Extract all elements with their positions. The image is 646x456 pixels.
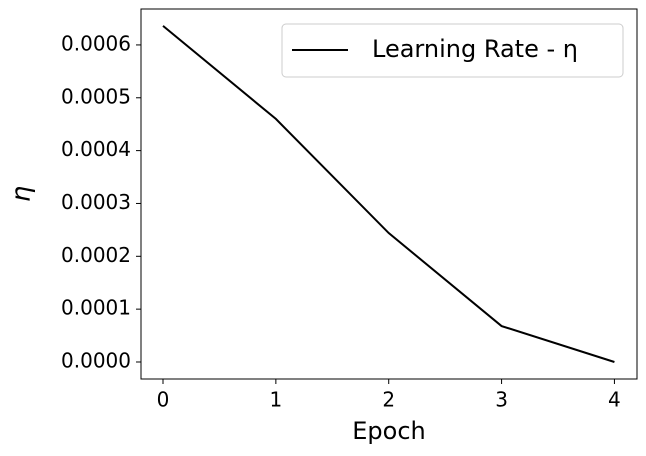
legend-label: Learning Rate - η bbox=[372, 35, 578, 63]
y-tick-label: 0.0003 bbox=[61, 190, 131, 214]
x-tick-label: 1 bbox=[269, 388, 282, 412]
y-axis-label: η bbox=[7, 186, 37, 202]
legend-box bbox=[281, 23, 624, 78]
y-tick-label: 0.0002 bbox=[61, 243, 131, 267]
x-axis-label: Epoch bbox=[352, 417, 426, 445]
y-tick-label: 0.0006 bbox=[61, 31, 131, 55]
x-tick-label: 2 bbox=[382, 388, 395, 412]
y-tick-label: 0.0000 bbox=[61, 348, 131, 372]
y-tick-label: 0.0004 bbox=[61, 137, 131, 161]
x-tick-label: 4 bbox=[608, 388, 621, 412]
x-tick-label: 0 bbox=[157, 388, 170, 412]
line bbox=[162, 25, 615, 363]
y-tick-label: 0.0005 bbox=[61, 84, 131, 108]
x-tick-label: 3 bbox=[495, 388, 508, 412]
y-tick-label: 0.0001 bbox=[61, 296, 131, 320]
